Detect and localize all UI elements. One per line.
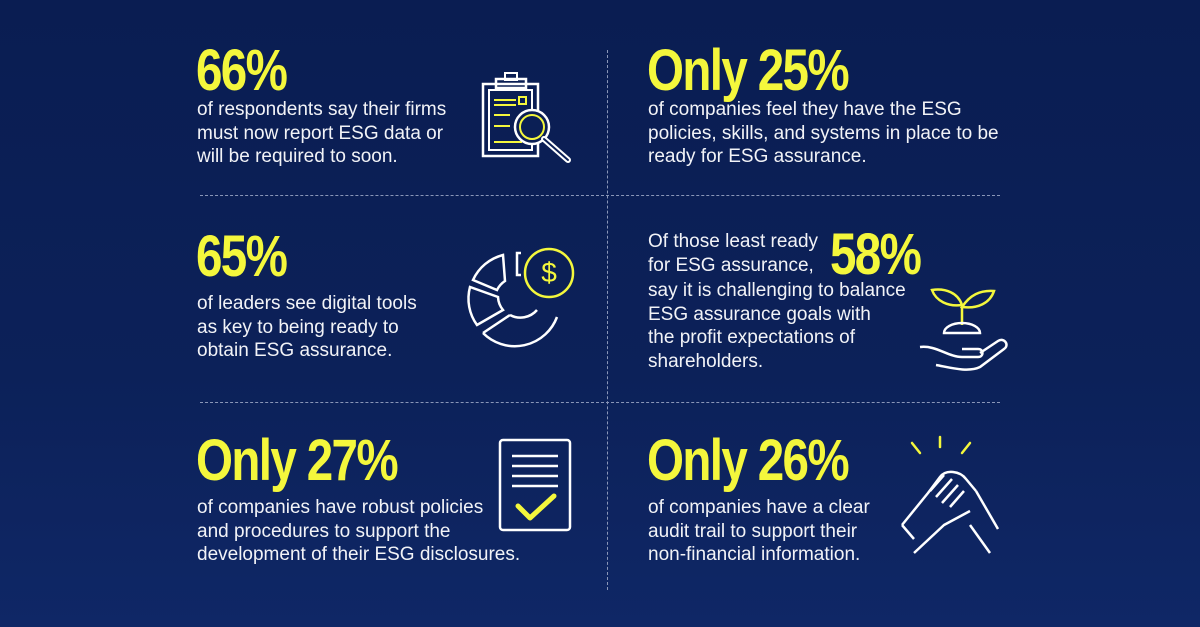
stat-value: 66% (196, 38, 288, 103)
stat-description: of companies feel they have the ESG poli… (648, 99, 999, 167)
stat-value: 58% (830, 222, 922, 287)
horizontal-divider (200, 402, 1000, 403)
plant-in-hand-icon (919, 288, 1008, 371)
stat-value: 65% (196, 224, 288, 289)
stat-description: of companies have robust policies and pr… (197, 497, 521, 565)
handshake-icon (901, 435, 1000, 554)
clipboard-magnifier-icon (481, 72, 571, 163)
horizontal-divider (200, 195, 1000, 196)
svg-text:$: $ (541, 257, 557, 288)
stat-value: Only 26% (647, 428, 850, 493)
stat-intro: Of those least ready for ESG assurance, (648, 231, 819, 276)
stat-value: Only 27% (196, 428, 399, 493)
vertical-divider (607, 50, 608, 590)
stat-description: of respondents say their firms must now … (197, 99, 447, 167)
document-checkmark-icon (498, 438, 572, 532)
stat-description: of leaders see digital tools as key to b… (197, 293, 417, 361)
stat-value: Only 25% (647, 38, 850, 103)
stat-description: of companies have a clear audit trail to… (648, 497, 870, 565)
pie-chart-dollar-icon: $ (467, 247, 575, 348)
stat-description: say it is challenging to balance ESG ass… (648, 280, 906, 372)
